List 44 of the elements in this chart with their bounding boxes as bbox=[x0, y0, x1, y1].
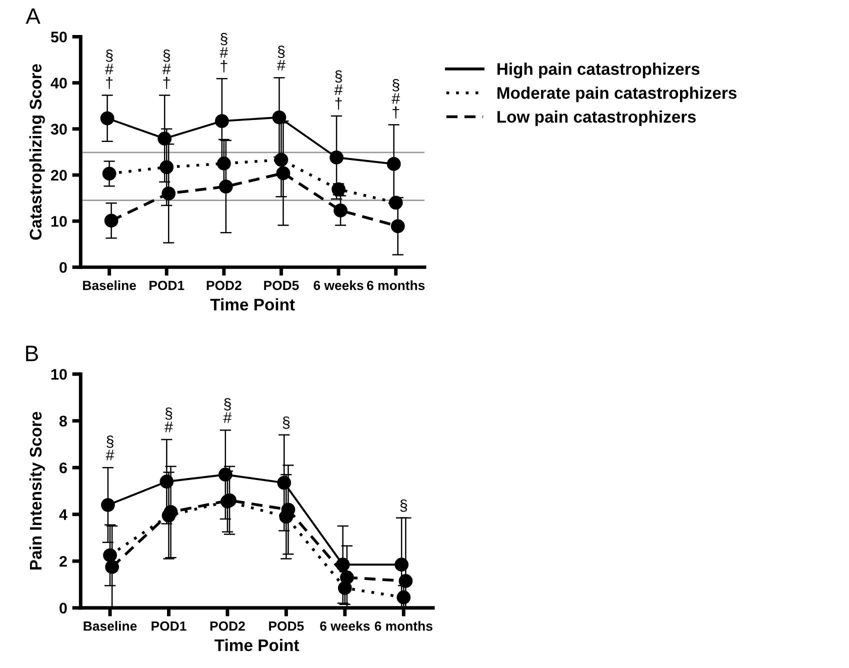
x-tick-label: POD1 bbox=[152, 621, 186, 631]
x-tick-label: POD5 bbox=[264, 280, 299, 290]
x-tick-label: 6 weeks bbox=[314, 280, 364, 290]
x-tick-label: 6 months bbox=[367, 280, 425, 290]
chart-title: B bbox=[26, 346, 38, 362]
chart-title: A bbox=[26, 8, 40, 24]
annotation: § # bbox=[223, 398, 232, 423]
y-tick-label: 10 bbox=[51, 368, 67, 380]
y-axis-title: Catastrophizing Score bbox=[29, 64, 45, 240]
x-tick-label: POD1 bbox=[150, 280, 184, 290]
annotation: § # † bbox=[162, 49, 171, 89]
x-tick-label: POD5 bbox=[269, 621, 304, 631]
x-tick-label: Baseline bbox=[84, 621, 137, 631]
x-axis-title: Time Point bbox=[214, 638, 300, 652]
annotation: § # † bbox=[220, 32, 228, 72]
annotation: § bbox=[400, 499, 408, 512]
legend-label: High pain catastrophizers bbox=[497, 62, 700, 78]
y-axis-title: Pain Intensity Score bbox=[29, 412, 45, 570]
x-tick-label: Baseline bbox=[83, 280, 136, 290]
y-tick-label: 50 bbox=[50, 32, 67, 42]
y-tick-label: 4 bbox=[59, 509, 68, 520]
annotation: § # † bbox=[105, 49, 114, 89]
y-tick-label: 30 bbox=[50, 124, 67, 135]
x-tick-label: 6 weeks bbox=[320, 621, 370, 631]
y-tick-label: 2 bbox=[59, 556, 67, 567]
y-tick-label: 6 bbox=[60, 462, 67, 474]
y-tick-label: 10 bbox=[51, 216, 67, 227]
legend-label: Low pain catastrophizers bbox=[497, 110, 696, 126]
annotation: § # bbox=[106, 436, 114, 460]
annotation: § # bbox=[277, 46, 286, 70]
annotation: § # † bbox=[334, 70, 343, 110]
y-tick-label: 8 bbox=[59, 416, 67, 427]
annotation: § # bbox=[164, 407, 173, 432]
x-axis-title: Time Point bbox=[210, 298, 295, 310]
x-tick-label: POD2 bbox=[210, 621, 245, 631]
annotation: § bbox=[282, 416, 290, 429]
y-tick-label: 0 bbox=[60, 262, 67, 273]
y-tick-label: 40 bbox=[50, 78, 67, 89]
legend-label: Moderate pain catastrophizers bbox=[497, 86, 736, 102]
x-tick-label: POD2 bbox=[206, 280, 242, 290]
y-tick-label: 0 bbox=[60, 602, 67, 614]
y-tick-label: 20 bbox=[51, 170, 67, 181]
annotation: § # † bbox=[392, 78, 400, 118]
x-tick-label: 6 months bbox=[374, 621, 432, 631]
